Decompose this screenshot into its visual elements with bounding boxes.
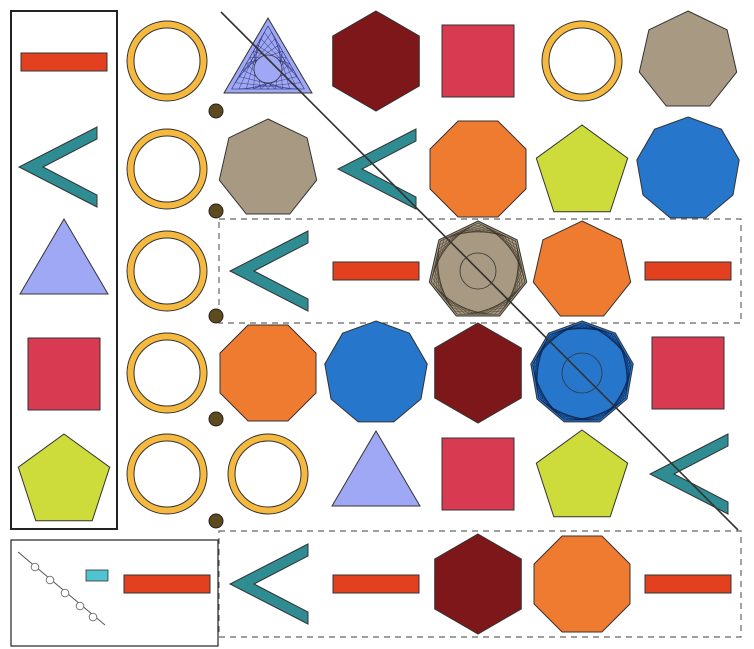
cell-r5c3-triangle[interactable] xyxy=(331,430,421,507)
divider-dot xyxy=(208,513,224,529)
cell-r5c2-ring[interactable] xyxy=(227,433,309,515)
cell-r4c4-hexagon[interactable] xyxy=(434,322,522,424)
cell-r5c5-pentagon[interactable] xyxy=(535,429,629,518)
cell-r5c6-chevron[interactable] xyxy=(648,433,729,515)
cell-r1c2-triangle-pattern[interactable] xyxy=(223,17,313,94)
cell-r2c6-nonagon[interactable] xyxy=(636,116,740,219)
cell-r3c3-bar[interactable] xyxy=(332,261,420,281)
mini-tile xyxy=(85,569,109,582)
legend-bar[interactable] xyxy=(20,52,108,72)
cell-r1c3-hexagon[interactable] xyxy=(332,10,420,112)
legend-frame xyxy=(10,10,118,530)
cell-r1c4-square[interactable] xyxy=(441,24,515,98)
legend-square[interactable] xyxy=(27,337,101,411)
cell-r4c1-ring[interactable] xyxy=(126,332,208,414)
cell-r4c5-nonagon-pattern[interactable] xyxy=(530,320,634,423)
cell-r3c2-chevron[interactable] xyxy=(228,230,309,312)
cell-r6c6-bar[interactable] xyxy=(644,574,732,594)
cell-r1c1-ring[interactable] xyxy=(126,20,208,102)
cell-r6c1-bar[interactable] xyxy=(123,574,211,594)
cell-r3c5-heptagon[interactable] xyxy=(532,220,632,317)
cell-r4c2-octagon[interactable] xyxy=(219,324,317,422)
cell-r2c3-chevron[interactable] xyxy=(336,128,417,210)
cell-r3c1-ring[interactable] xyxy=(126,230,208,312)
legend-chevron[interactable] xyxy=(17,126,98,208)
cell-r4c6-square[interactable] xyxy=(651,336,725,410)
cell-r6c3-bar[interactable] xyxy=(332,574,420,594)
divider-dot xyxy=(208,203,224,219)
diagonal-guide-line xyxy=(220,11,739,531)
divider-dot xyxy=(208,411,224,427)
cell-r2c5-pentagon[interactable] xyxy=(535,124,629,213)
cell-r5c1-ring[interactable] xyxy=(126,433,208,515)
cell-r3c6-bar[interactable] xyxy=(644,261,732,281)
cell-r6c2-chevron[interactable] xyxy=(228,543,309,625)
dashed-region xyxy=(218,218,742,324)
cell-r1c6-heptagon[interactable] xyxy=(638,10,738,107)
cell-r1c5-ring[interactable] xyxy=(541,20,623,102)
cell-r2c2-heptagon[interactable] xyxy=(218,118,318,215)
cell-r4c3-nonagon[interactable] xyxy=(324,320,428,423)
cell-r6c5-octagon[interactable] xyxy=(533,535,631,633)
legend-triangle[interactable] xyxy=(19,218,109,295)
divider-dot xyxy=(208,308,224,324)
cell-r6c4-hexagon[interactable] xyxy=(434,533,522,635)
dashed-region xyxy=(218,530,742,638)
cell-r2c1-ring[interactable] xyxy=(126,128,208,210)
cell-r2c4-octagon[interactable] xyxy=(429,120,527,218)
legend-pentagon[interactable] xyxy=(17,433,111,522)
divider-dot xyxy=(208,103,224,119)
cell-r5c4-square[interactable] xyxy=(441,437,515,511)
